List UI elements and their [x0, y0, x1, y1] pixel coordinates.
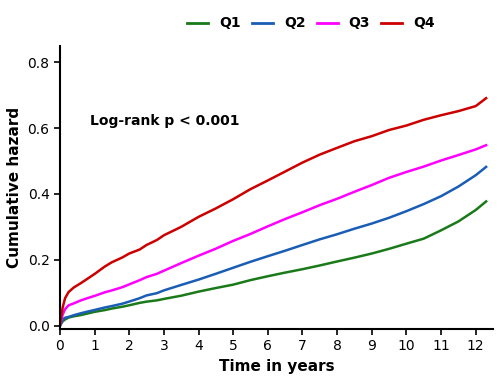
Y-axis label: Cumulative hazard: Cumulative hazard: [7, 107, 22, 268]
Legend: Q1, Q2, Q3, Q4: Q1, Q2, Q3, Q4: [182, 11, 440, 36]
X-axis label: Time in years: Time in years: [218, 359, 334, 374]
Text: Log-rank p < 0.001: Log-rank p < 0.001: [90, 114, 240, 128]
